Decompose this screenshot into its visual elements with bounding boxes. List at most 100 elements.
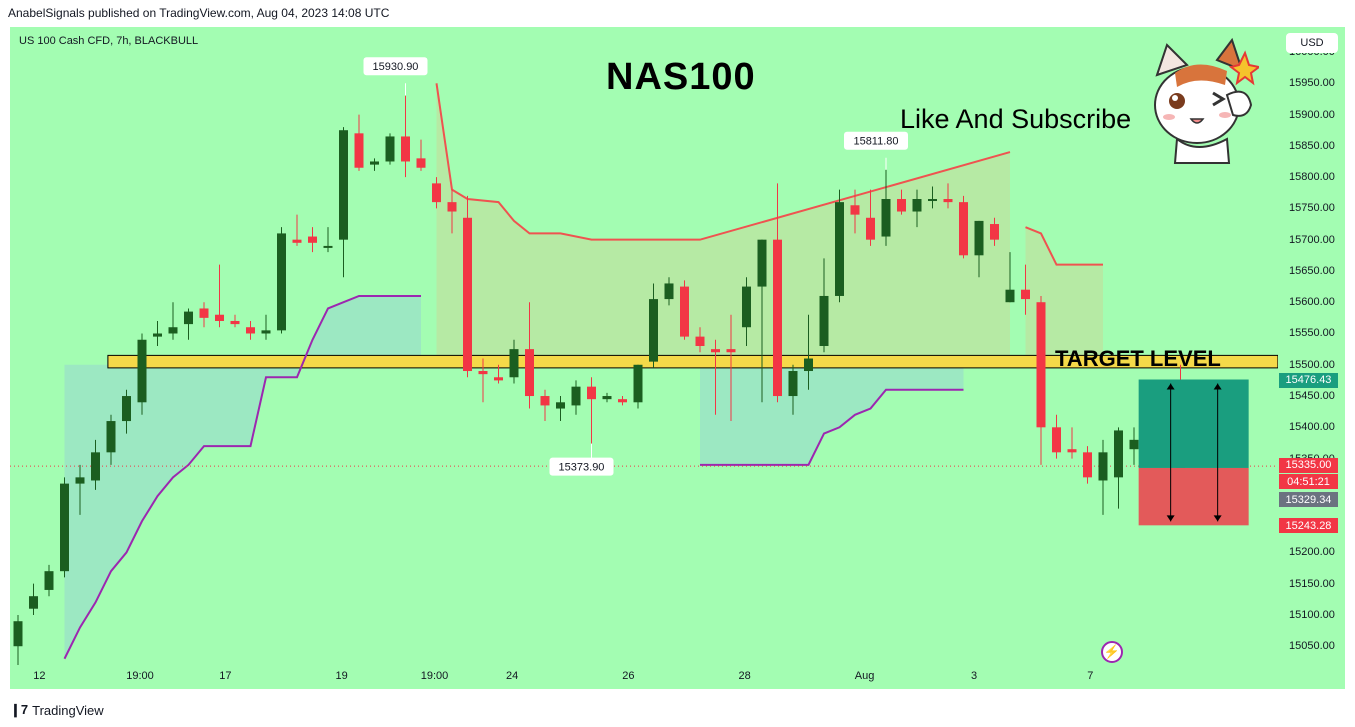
candle-body	[649, 299, 658, 362]
candle-body	[990, 224, 999, 240]
currency-button[interactable]: USD	[1286, 33, 1338, 53]
price-tick: 15550.00	[1289, 327, 1335, 340]
candle-body	[525, 349, 534, 397]
price-tick: 15650.00	[1289, 264, 1335, 277]
chart-area[interactable]: 15930.90 15811.80 15373.90	[10, 27, 1278, 665]
candle-body	[122, 396, 131, 422]
candle-body	[416, 158, 426, 168]
price-tick: 15450.00	[1289, 390, 1335, 403]
lower-line-2	[700, 388, 964, 466]
candle-body	[1021, 289, 1030, 300]
candle-body	[1036, 302, 1046, 428]
arrow-head-down	[1166, 515, 1175, 522]
candle-body	[463, 217, 472, 372]
time-tick: 7	[1087, 670, 1094, 682]
price-tick: 15500.00	[1289, 358, 1335, 371]
time-tick: Aug	[854, 670, 875, 682]
price-tick: 15750.00	[1289, 202, 1335, 215]
candle-body	[959, 202, 968, 256]
candle-body	[757, 239, 767, 287]
price-chart[interactable]: 15930.90 15811.80 15373.90	[10, 27, 1278, 665]
candle-body	[1098, 452, 1108, 481]
candle-body	[29, 596, 38, 609]
candle-body	[246, 327, 255, 334]
price-label: 15335.00	[1279, 457, 1338, 473]
axis-corner	[1278, 665, 1345, 689]
time-tick: 19:00	[126, 670, 154, 682]
candle-body	[571, 386, 581, 406]
price-tick: 15400.00	[1289, 421, 1335, 434]
candle-body	[44, 571, 54, 590]
candle-body	[1067, 449, 1077, 453]
candle-body	[742, 286, 751, 328]
candle-body	[773, 239, 782, 397]
tradingview-mark-icon: ❙7	[10, 702, 29, 717]
candle-body	[835, 202, 844, 296]
candle-body	[1083, 452, 1092, 478]
bolt-icon[interactable]: ⚡	[1101, 641, 1123, 663]
candle-body	[184, 311, 193, 325]
candle-body	[912, 199, 922, 212]
candle-body	[788, 371, 798, 397]
price-axis[interactable]: 16000.0015950.0015900.0015850.0015800.00…	[1278, 27, 1345, 665]
candle-body	[664, 283, 674, 300]
candle-body	[618, 399, 627, 403]
candle-body	[1052, 427, 1061, 453]
time-tick: 19	[335, 670, 348, 682]
price-tick: 15900.00	[1289, 108, 1335, 121]
candle-body	[587, 386, 596, 400]
candle-body	[60, 483, 69, 572]
candle-body	[153, 333, 162, 337]
callout-box	[363, 57, 428, 76]
candle-body	[726, 349, 736, 353]
symbol-label[interactable]: US 100 Cash CFD, 7h, BLACKBULL	[19, 35, 199, 47]
candle-body	[680, 286, 689, 337]
time-tick: 3	[971, 670, 978, 682]
candle-body	[308, 236, 317, 243]
candle-body	[277, 233, 286, 331]
candle-body	[943, 199, 953, 203]
price-label: 15329.34	[1279, 492, 1338, 508]
candle-body	[106, 421, 116, 453]
candle-body	[602, 396, 612, 400]
time-tick: 19:00	[420, 670, 449, 682]
upper-line-2	[1025, 226, 1103, 266]
arrow-head-down	[1213, 515, 1222, 522]
time-axis[interactable]: 12 19:00 17 19 19:00 24 26 28 Aug 3 7	[10, 665, 1278, 689]
candle-body	[695, 336, 705, 346]
lower-cloud-1	[64, 295, 421, 659]
lower-line-1	[63, 294, 421, 660]
callout-box	[549, 457, 614, 476]
candle-body	[928, 199, 937, 202]
price-tick: 15050.00	[1289, 640, 1335, 653]
candle-body	[1005, 289, 1015, 303]
candle-body	[261, 330, 271, 334]
time-tick: 12	[33, 670, 46, 682]
subscribe-text: Like And Subscribe	[900, 104, 1132, 134]
price-tick: 15200.00	[1289, 546, 1335, 559]
callout-box	[844, 131, 908, 150]
time-tick: 28	[738, 670, 751, 682]
lower-cloud-2	[700, 364, 964, 465]
tradingview-logo[interactable]: ❙7 TradingView	[10, 702, 104, 718]
candle-body	[897, 199, 906, 212]
chart-title: NAS100	[606, 56, 756, 98]
candle-body	[370, 161, 379, 165]
candle-body	[91, 452, 100, 481]
candle-body	[292, 239, 302, 243]
candle-body	[354, 133, 364, 168]
candle-body	[13, 621, 23, 647]
candle-body	[75, 477, 85, 484]
price-label: 15476.43	[1279, 372, 1338, 388]
candle-body	[168, 327, 178, 334]
time-tick: 26	[622, 670, 635, 682]
candle-body	[881, 199, 891, 237]
arrow-head-up	[1213, 383, 1222, 390]
candle-body	[323, 245, 333, 248]
cat-sticker	[1154, 37, 1259, 164]
candle-body	[633, 364, 643, 403]
candle-body	[199, 308, 209, 318]
tradingview-brand: TradingView	[32, 702, 104, 718]
callout-text: 15373.90	[559, 462, 605, 474]
upper-cloud-1	[436, 83, 1010, 365]
